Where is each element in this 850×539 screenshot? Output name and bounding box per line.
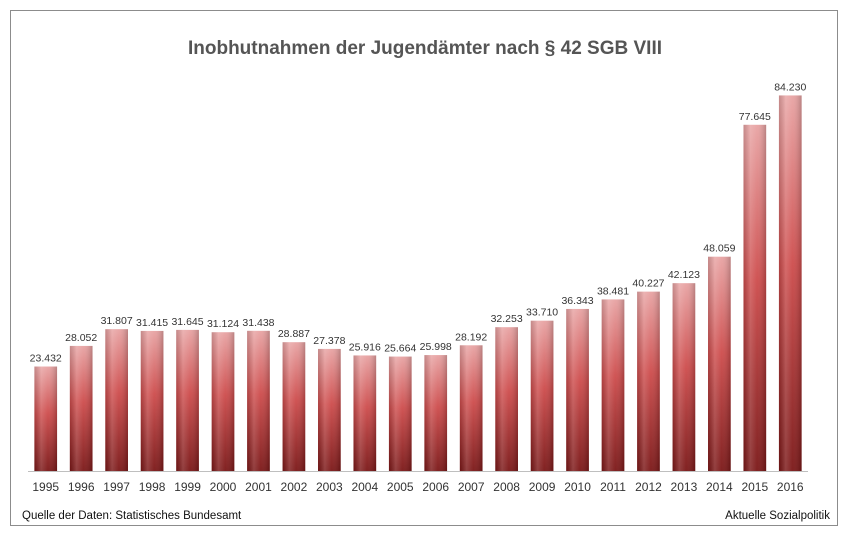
value-label-2008: 32.253 — [491, 313, 523, 325]
bar-shine-1996 — [69, 345, 93, 471]
x-tick-label-2011: 2011 — [600, 480, 626, 494]
bar-shine-1998 — [140, 330, 164, 471]
bar-shine-2014 — [708, 256, 731, 471]
value-label-1999: 31.645 — [171, 316, 203, 328]
brand-label: Aktuelle Sozialpolitik — [725, 510, 830, 522]
bar-shine-2000 — [211, 332, 235, 471]
bar-shine-1997 — [105, 329, 128, 471]
bar-shine-2013 — [672, 283, 696, 471]
value-label-2009: 33.710 — [526, 307, 558, 319]
bar-shine-1995 — [34, 366, 58, 471]
value-label-2001: 31.438 — [242, 317, 274, 329]
bar-shine-2001 — [247, 330, 270, 471]
bar-shine-2008 — [495, 327, 518, 471]
bar-shine-2015 — [743, 124, 767, 471]
x-tick-label-2004: 2004 — [351, 480, 378, 494]
value-label-2014: 48.059 — [703, 243, 735, 255]
bar-shine-2005 — [388, 356, 412, 471]
x-tick-label-2009: 2009 — [529, 480, 556, 494]
x-tick-label-1997: 1997 — [103, 480, 130, 494]
value-label-2007: 28.192 — [455, 331, 487, 343]
value-label-2004: 25.916 — [349, 341, 381, 353]
x-tick-label-2001: 2001 — [245, 480, 272, 494]
value-label-1995: 23.432 — [30, 353, 62, 365]
value-label-2016: 84.230 — [774, 81, 806, 93]
x-tick-label-1995: 1995 — [32, 480, 59, 494]
x-tick-label-2005: 2005 — [387, 480, 414, 494]
value-label-1996: 28.052 — [65, 332, 97, 344]
x-tick-label-2002: 2002 — [281, 480, 308, 494]
bar-shine-2003 — [318, 348, 341, 471]
value-label-2015: 77.645 — [739, 111, 771, 123]
value-label-2012: 40.227 — [632, 278, 664, 290]
bar-shine-2010 — [566, 308, 589, 471]
source-note: Quelle der Daten: Statistisches Bundesam… — [22, 510, 242, 522]
value-label-2003: 27.378 — [313, 335, 345, 347]
chart-title: Inobhutnahmen der Jugendämter nach § 42 … — [187, 38, 663, 59]
x-tick-label-1999: 1999 — [174, 480, 201, 494]
bar-shine-2016 — [778, 95, 802, 472]
value-label-2011: 38.481 — [597, 285, 629, 297]
value-label-2006: 25.998 — [420, 341, 452, 353]
value-label-2013: 42.123 — [668, 269, 700, 281]
bar-shine-1999 — [176, 329, 199, 471]
bar-shine-2011 — [601, 299, 625, 471]
x-tick-label-2012: 2012 — [635, 480, 662, 494]
x-tick-label-2016: 2016 — [777, 480, 804, 494]
x-tick-label-2008: 2008 — [493, 480, 520, 494]
x-tick-label-2003: 2003 — [316, 480, 343, 494]
x-tick-label-2006: 2006 — [422, 480, 449, 494]
bar-shine-2007 — [459, 345, 483, 471]
bar-shine-2012 — [637, 291, 660, 471]
x-tick-label-1998: 1998 — [139, 480, 166, 494]
bar-shine-2006 — [424, 355, 448, 471]
bar-shine-2002 — [282, 342, 306, 471]
bar-shine-2004 — [353, 355, 377, 471]
x-tick-label-2015: 2015 — [741, 480, 768, 494]
x-tick-label-2013: 2013 — [671, 480, 698, 494]
x-tick-label-2000: 2000 — [210, 480, 237, 494]
value-label-2005: 25.664 — [384, 343, 416, 355]
x-tick-label-2007: 2007 — [458, 480, 485, 494]
value-label-2002: 28.887 — [278, 328, 310, 340]
x-tick-label-2014: 2014 — [706, 480, 733, 494]
value-label-2010: 36.343 — [561, 295, 593, 307]
x-tick-label-1996: 1996 — [68, 480, 95, 494]
x-tick-labels-group: 1995 1996 1997 1998 1999 2000 2001 2002 2003 2004… — [32, 480, 804, 494]
value-label-1997: 31.807 — [101, 315, 133, 327]
value-label-1998: 31.415 — [136, 317, 168, 329]
x-tick-label-2010: 2010 — [564, 480, 591, 494]
value-label-2000: 31.124 — [207, 318, 239, 330]
bar-shine-2009 — [530, 320, 554, 471]
bars-group — [34, 95, 802, 472]
